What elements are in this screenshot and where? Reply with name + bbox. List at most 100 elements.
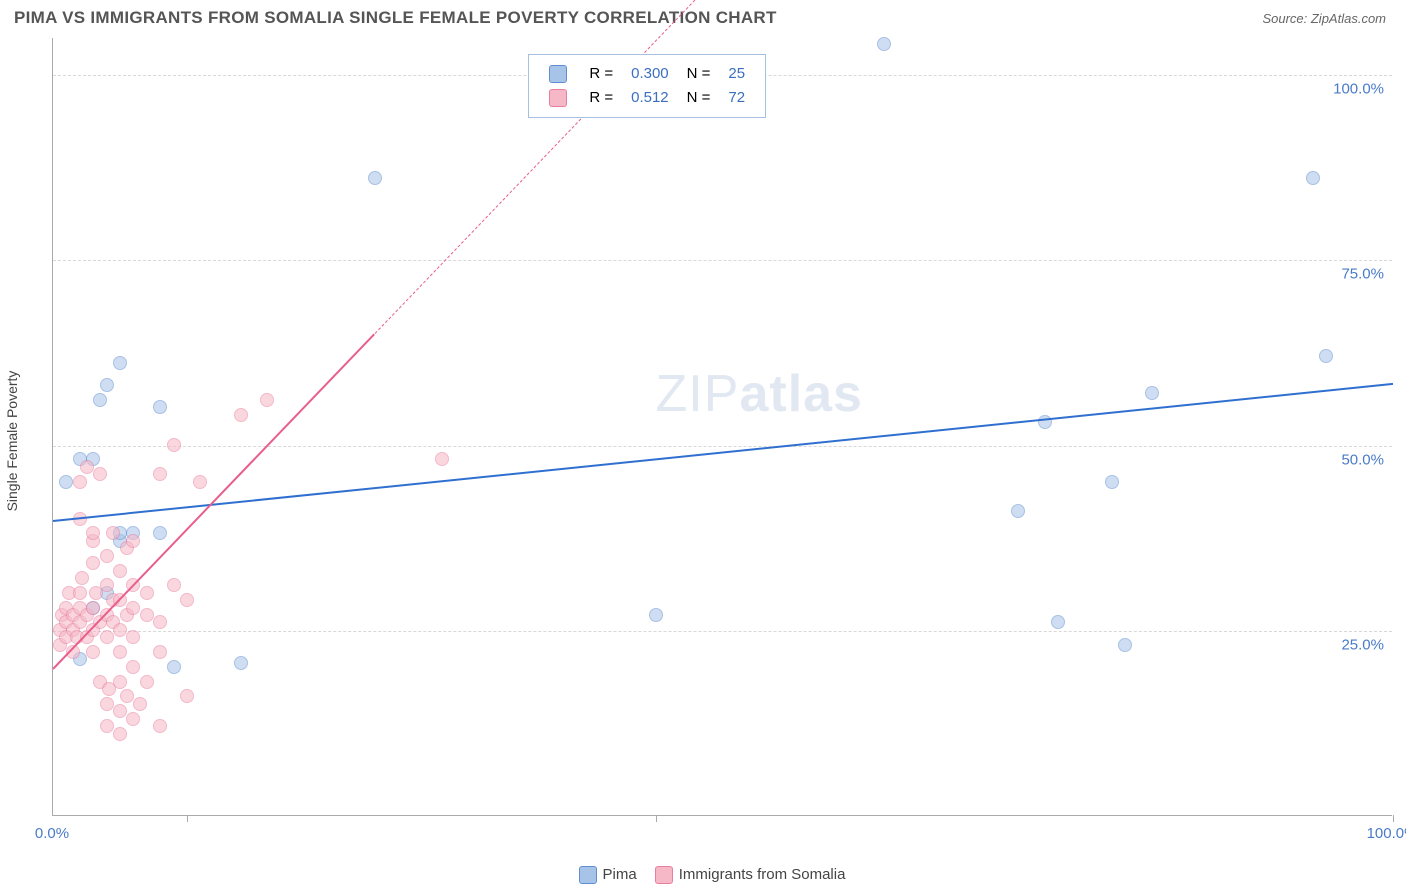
chart-area: Single Female Poverty ZIPatlas 25.0%50.0… bbox=[14, 38, 1392, 844]
legend-r-value: 0.512 bbox=[623, 87, 677, 109]
data-point bbox=[368, 171, 382, 185]
data-point bbox=[1105, 475, 1119, 489]
data-point bbox=[649, 608, 663, 622]
data-point bbox=[113, 645, 127, 659]
data-point bbox=[59, 475, 73, 489]
data-point bbox=[86, 601, 100, 615]
y-tick-label: 75.0% bbox=[1341, 266, 1384, 283]
chart-header: PIMA VS IMMIGRANTS FROM SOMALIA SINGLE F… bbox=[0, 0, 1406, 36]
data-point bbox=[100, 719, 114, 733]
data-point bbox=[126, 601, 140, 615]
data-point bbox=[113, 356, 127, 370]
data-point bbox=[106, 526, 120, 540]
data-point bbox=[1306, 171, 1320, 185]
trend-line bbox=[53, 383, 1393, 522]
data-point bbox=[234, 656, 248, 670]
legend-n-value: 25 bbox=[720, 63, 753, 85]
data-point bbox=[153, 615, 167, 629]
data-point bbox=[153, 526, 167, 540]
data-point bbox=[86, 556, 100, 570]
x-tick bbox=[1393, 815, 1394, 822]
plot-region: ZIPatlas 25.0% 50.0% 75.0% 100.0% R =0.300N … bbox=[52, 38, 1392, 816]
data-point bbox=[126, 660, 140, 674]
data-point bbox=[153, 645, 167, 659]
legend-swatch bbox=[579, 866, 597, 884]
legend-r-label: R = bbox=[581, 63, 621, 85]
data-point bbox=[435, 452, 449, 466]
legend-swatch bbox=[655, 866, 673, 884]
y-tick-label: 50.0% bbox=[1341, 451, 1384, 468]
watermark-bold: atlas bbox=[739, 365, 863, 423]
gridline-h bbox=[53, 260, 1392, 261]
y-tick-label: 100.0% bbox=[1333, 81, 1384, 98]
legend-n-label: N = bbox=[679, 87, 719, 109]
data-point bbox=[126, 534, 140, 548]
data-point bbox=[113, 564, 127, 578]
gridline-h bbox=[53, 631, 1392, 632]
data-point bbox=[100, 697, 114, 711]
data-point bbox=[140, 586, 154, 600]
data-point bbox=[167, 660, 181, 674]
legend-n-label: N = bbox=[679, 63, 719, 85]
gridline-h bbox=[53, 446, 1392, 447]
data-point bbox=[153, 400, 167, 414]
legend-r-value: 0.300 bbox=[623, 63, 677, 85]
legend-bottom: Pima Immigrants from Somalia bbox=[0, 866, 1406, 884]
data-point bbox=[113, 675, 127, 689]
data-point bbox=[234, 408, 248, 422]
data-point bbox=[100, 630, 114, 644]
data-point bbox=[86, 526, 100, 540]
data-point bbox=[193, 475, 207, 489]
data-point bbox=[113, 727, 127, 741]
data-point bbox=[126, 712, 140, 726]
data-point bbox=[1011, 504, 1025, 518]
data-point bbox=[133, 697, 147, 711]
data-point bbox=[153, 467, 167, 481]
x-tick bbox=[656, 815, 657, 822]
data-point bbox=[126, 630, 140, 644]
data-point bbox=[113, 623, 127, 637]
data-point bbox=[877, 37, 891, 51]
data-point bbox=[140, 675, 154, 689]
data-point bbox=[120, 689, 134, 703]
x-tick-label: 100.0% bbox=[1367, 825, 1406, 842]
data-point bbox=[93, 467, 107, 481]
y-axis-label: Single Female Poverty bbox=[4, 371, 20, 512]
data-point bbox=[100, 549, 114, 563]
data-point bbox=[1319, 349, 1333, 363]
data-point bbox=[73, 586, 87, 600]
data-point bbox=[1118, 638, 1132, 652]
legend-n-value: 72 bbox=[720, 87, 753, 109]
data-point bbox=[86, 645, 100, 659]
data-point bbox=[1145, 386, 1159, 400]
data-point bbox=[1051, 615, 1065, 629]
data-point bbox=[73, 475, 87, 489]
legend-table: R =0.300N =25R =0.512N =72 bbox=[539, 61, 755, 111]
data-point bbox=[167, 578, 181, 592]
data-point bbox=[80, 460, 94, 474]
chart-source: Source: ZipAtlas.com bbox=[1262, 11, 1386, 26]
y-tick-label: 25.0% bbox=[1341, 636, 1384, 653]
data-point bbox=[75, 571, 89, 585]
chart-title: PIMA VS IMMIGRANTS FROM SOMALIA SINGLE F… bbox=[14, 8, 777, 28]
trend-line-dashed bbox=[374, 0, 750, 334]
watermark-thin: ZIP bbox=[656, 365, 740, 423]
data-point bbox=[100, 378, 114, 392]
legend-series-label: Immigrants from Somalia bbox=[679, 866, 846, 883]
watermark: ZIPatlas bbox=[656, 364, 863, 424]
data-point bbox=[153, 719, 167, 733]
data-point bbox=[167, 438, 181, 452]
legend-swatch bbox=[549, 89, 567, 107]
legend-series-label: Pima bbox=[603, 866, 637, 883]
legend-r-label: R = bbox=[581, 87, 621, 109]
data-point bbox=[93, 393, 107, 407]
data-point bbox=[180, 689, 194, 703]
x-tick-label: 0.0% bbox=[35, 825, 69, 842]
legend-correlation: R =0.300N =25R =0.512N =72 bbox=[528, 54, 766, 118]
x-tick bbox=[187, 815, 188, 822]
data-point bbox=[100, 578, 114, 592]
legend-row: R =0.300N =25 bbox=[541, 63, 753, 85]
legend-swatch bbox=[549, 65, 567, 83]
legend-row: R =0.512N =72 bbox=[541, 87, 753, 109]
data-point bbox=[140, 608, 154, 622]
